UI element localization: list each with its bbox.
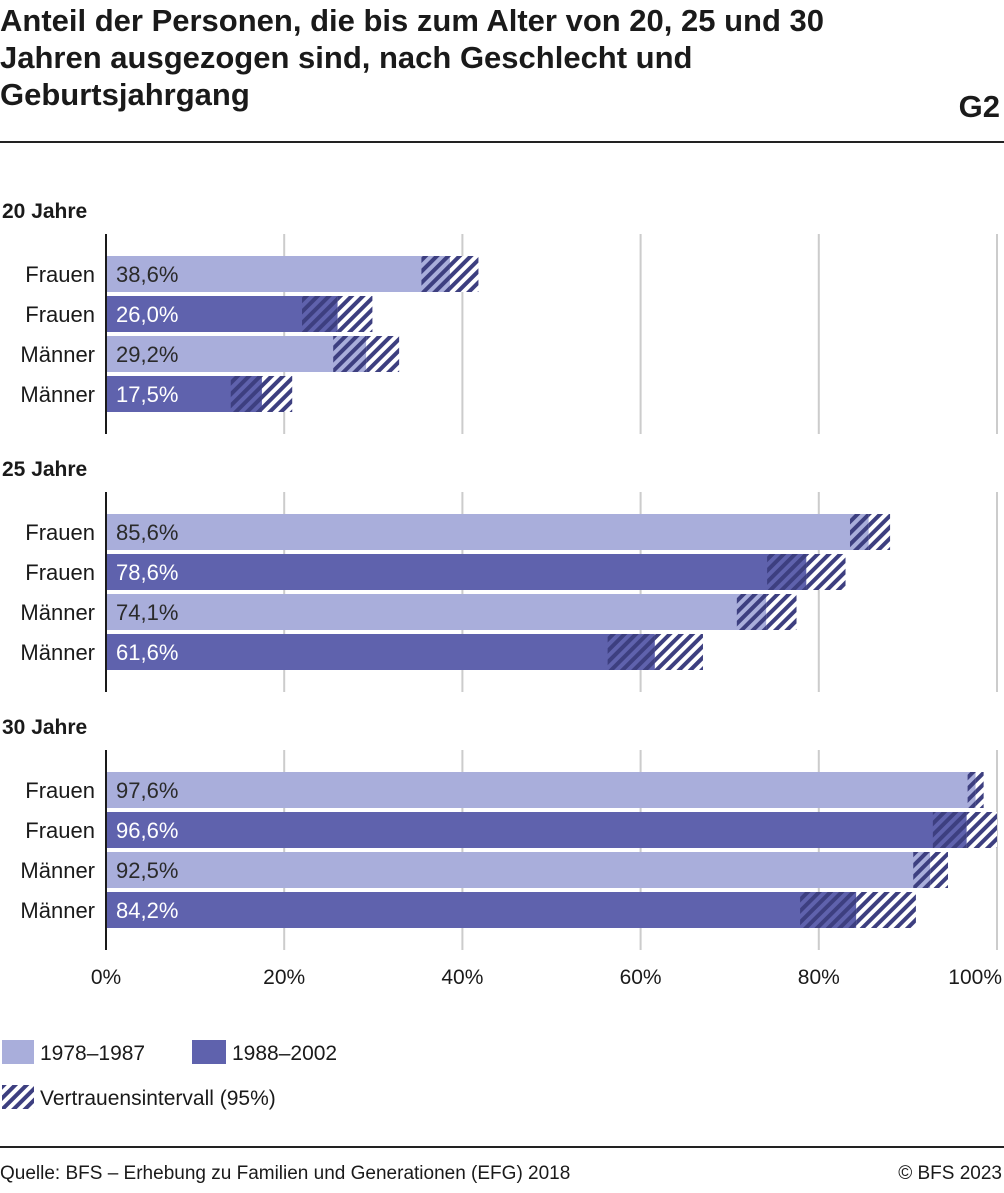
category-label: Frauen	[25, 262, 95, 287]
category-label: Männer	[20, 898, 95, 923]
header-rule	[0, 141, 1004, 143]
copyright: © BFS 2023	[898, 1163, 1002, 1184]
data-label: 29,2%	[116, 342, 178, 367]
ci-lower	[333, 336, 367, 372]
ci-lower	[230, 376, 262, 412]
data-label: 38,6%	[116, 262, 178, 287]
figure-id: G2	[958, 89, 1000, 124]
data-label: 26,0%	[116, 302, 178, 327]
data-label: 97,6%	[116, 778, 178, 803]
x-tick-label: 20%	[263, 966, 305, 989]
x-tick-label: 60%	[620, 966, 662, 989]
ci-lower	[607, 634, 655, 670]
ci-lower	[421, 256, 450, 292]
bar	[106, 852, 931, 888]
data-label: 78,6%	[116, 560, 178, 585]
category-label: Frauen	[25, 778, 95, 803]
bar	[106, 772, 976, 808]
ci-upper	[366, 336, 400, 372]
bar-chart: 20 Jahre Frauen 38,6% Frauen 26,0% Männer 29,2…	[2, 200, 1002, 1110]
category-label: Frauen	[25, 520, 95, 545]
footer-rule	[0, 1146, 1004, 1148]
category-label: Männer	[20, 640, 95, 665]
bar	[106, 336, 367, 372]
x-tick-label: 80%	[798, 966, 840, 989]
legend-swatch	[192, 1040, 226, 1064]
ci-lower	[849, 514, 869, 550]
data-label: 17,5%	[116, 382, 178, 407]
ci-lower	[736, 594, 767, 630]
bar	[106, 892, 857, 928]
panel-title: 20 Jahre	[2, 200, 87, 223]
ci-lower	[800, 892, 857, 928]
data-label: 61,6%	[116, 640, 178, 665]
bar	[106, 256, 450, 292]
x-tick-label: 0%	[91, 966, 121, 989]
legend-label: 1978–1987	[40, 1042, 145, 1065]
x-tick-label: 40%	[441, 966, 483, 989]
bar	[106, 812, 967, 848]
ci-lower	[967, 772, 976, 808]
ci-upper	[966, 812, 997, 848]
ci-lower	[913, 852, 931, 888]
category-label: Männer	[20, 342, 95, 367]
ci-upper	[930, 852, 948, 888]
ci-lower	[302, 296, 338, 332]
bar	[106, 554, 807, 590]
legend-swatch	[2, 1040, 34, 1064]
bar	[106, 634, 655, 670]
ci-upper	[766, 594, 797, 630]
legend-label: 1988–2002	[232, 1042, 337, 1065]
data-label: 84,2%	[116, 898, 178, 923]
category-label: Männer	[20, 382, 95, 407]
ci-lower	[932, 812, 967, 848]
bar	[106, 296, 338, 332]
data-label: 85,6%	[116, 520, 178, 545]
panel-title: 30 Jahre	[2, 716, 87, 739]
ci-upper	[337, 296, 373, 332]
data-label: 96,6%	[116, 818, 178, 843]
ci-upper	[261, 376, 293, 412]
chart-title: Anteil der Personen, die bis zum Alter v…	[0, 3, 825, 112]
data-label: 92,5%	[116, 858, 178, 883]
category-label: Frauen	[25, 302, 95, 327]
category-label: Frauen	[25, 560, 95, 585]
category-label: Frauen	[25, 818, 95, 843]
bar	[106, 594, 767, 630]
ci-upper	[449, 256, 479, 292]
ci-upper	[654, 634, 703, 670]
panel-title: 25 Jahre	[2, 458, 87, 481]
legend-label: Vertrauensintervall (95%)	[40, 1087, 276, 1110]
ci-lower	[767, 554, 807, 590]
ci-upper	[856, 892, 916, 928]
source-note: Quelle: BFS – Erhebung zu Familien und G…	[0, 1163, 571, 1184]
data-label: 74,1%	[116, 600, 178, 625]
ci-upper	[868, 514, 891, 550]
bar	[106, 514, 869, 550]
x-tick-label: 100%	[948, 966, 1002, 989]
ci-upper	[806, 554, 846, 590]
ci-upper	[975, 772, 984, 808]
legend-swatch	[2, 1085, 34, 1109]
category-label: Männer	[20, 600, 95, 625]
category-label: Männer	[20, 858, 95, 883]
